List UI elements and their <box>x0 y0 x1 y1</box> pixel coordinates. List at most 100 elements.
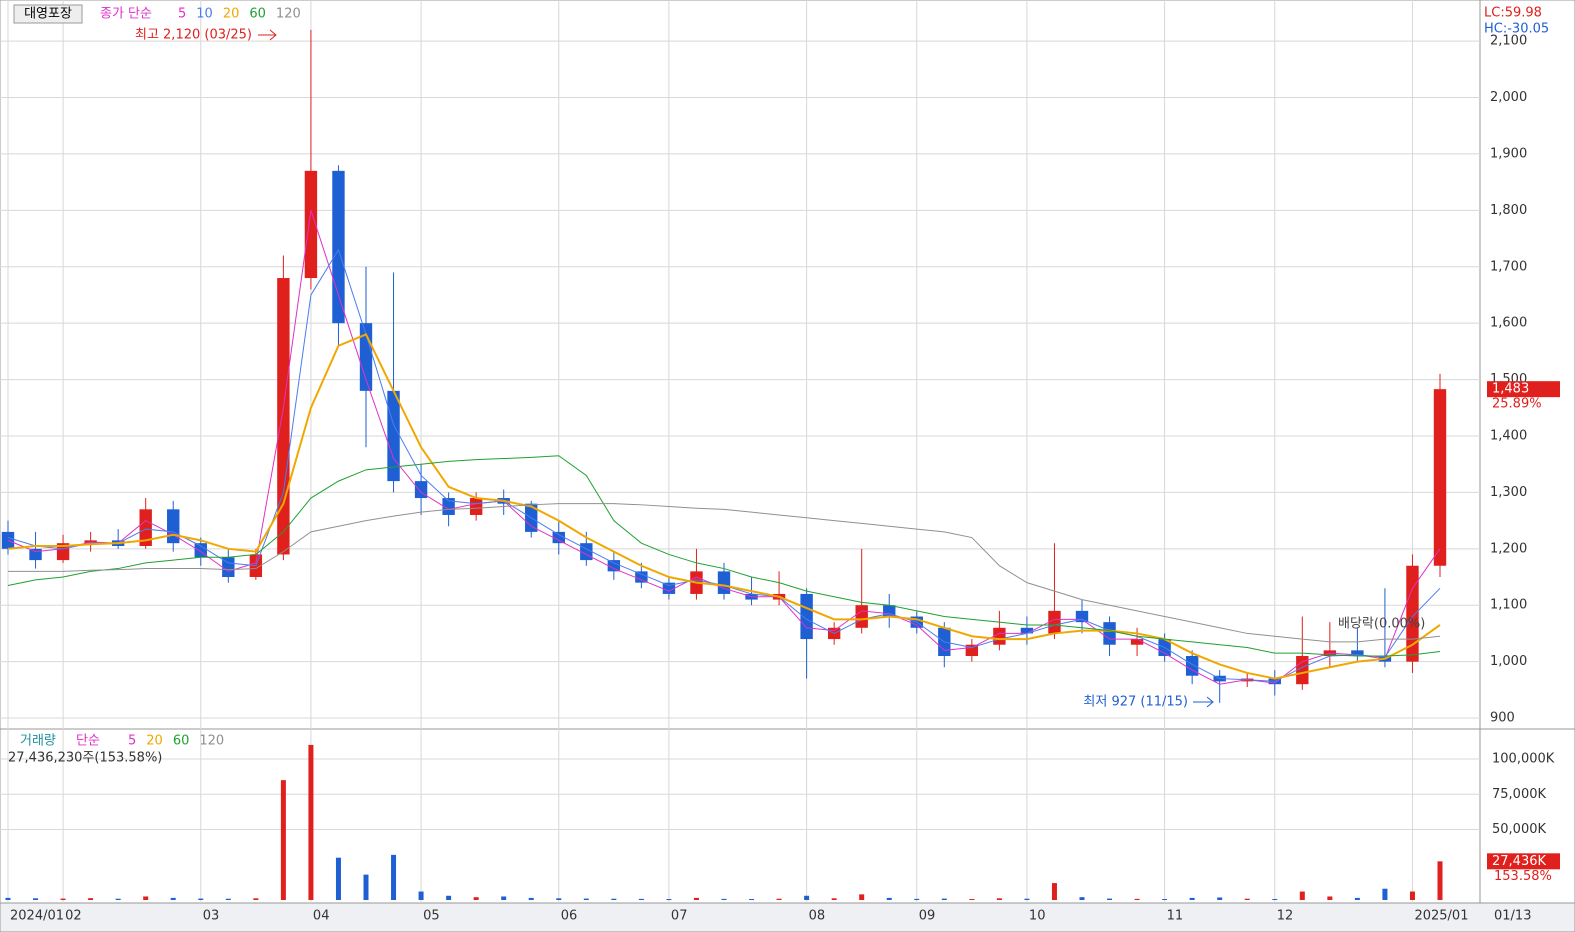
volume-bar <box>528 897 534 900</box>
candle-body <box>1296 655 1309 685</box>
x-tick-label: 12 <box>1277 909 1294 924</box>
volume-bar <box>831 898 837 900</box>
candle-body <box>717 571 731 594</box>
y-tick-label: 900 <box>1490 711 1515 726</box>
candle-body <box>442 498 455 515</box>
stock-name-box[interactable] <box>13 4 83 24</box>
volume-bar <box>886 897 892 900</box>
x-tick-label: 04 <box>313 909 330 924</box>
legend-entry: 10 <box>196 7 213 22</box>
volume-bar <box>1354 897 1360 900</box>
legend-entry: 5 <box>178 7 186 22</box>
low-annotation: 최저 927 (11/15) <box>1083 695 1188 710</box>
y-tick-label: 100,000K <box>1492 752 1555 767</box>
current-volume-box <box>1487 853 1560 870</box>
x-tick-label: 09 <box>919 909 936 924</box>
ma-line <box>7 333 1441 680</box>
x-tick-label: 02 <box>65 909 82 924</box>
volume-change: 153.58% <box>1494 869 1552 884</box>
volume-subtitle: 27,436,230주(153.58%) <box>8 751 162 766</box>
candle-body <box>855 605 868 628</box>
y-tick-label: 1,000 <box>1490 654 1527 669</box>
volume-bar <box>418 891 424 900</box>
y-tick-label: 1,600 <box>1490 316 1527 331</box>
candle-body <box>469 498 483 515</box>
current-price: 1,483 <box>1492 382 1529 397</box>
volume-title: 거래량 <box>20 734 56 749</box>
volume-bar <box>1244 898 1250 900</box>
volume-bar <box>115 898 121 900</box>
volume-bar <box>446 895 452 900</box>
dividend-annotation: 배당락(0.00%) <box>1338 617 1425 632</box>
candle-body <box>993 627 1006 645</box>
volume-bar <box>501 896 507 900</box>
volume-bar <box>749 899 755 900</box>
volume-bar <box>60 898 66 900</box>
volume-bar <box>335 857 341 900</box>
candle-body <box>167 509 180 544</box>
candle-body <box>1048 610 1061 634</box>
x-tick-label: 10 <box>1029 909 1046 924</box>
candle-body <box>1433 389 1447 566</box>
volume-bar <box>611 898 617 900</box>
x-tick-label: 07 <box>671 909 688 924</box>
y-tick-label: 2,000 <box>1490 90 1527 105</box>
volume-bar <box>693 897 699 900</box>
y-tick-label: 1,100 <box>1490 598 1527 613</box>
y-tick-label: 75,000K <box>1492 787 1546 802</box>
candle-body <box>1103 622 1116 645</box>
volume-bar <box>5 897 11 900</box>
x-tick-label: 05 <box>423 909 440 924</box>
volume-bar <box>1051 883 1057 900</box>
volume-bar <box>1437 861 1443 900</box>
volume-bar <box>1024 898 1030 900</box>
candle-body <box>1351 650 1364 656</box>
volume-bar <box>253 898 259 900</box>
volume-bar <box>473 897 479 900</box>
candle-body <box>635 571 648 583</box>
volume-bar <box>638 898 644 900</box>
y-tick-label: 1,200 <box>1490 541 1527 556</box>
low-arrow <box>1193 696 1214 708</box>
candle-body <box>1130 639 1144 645</box>
candle-body <box>1185 655 1199 676</box>
volume-bar <box>583 898 589 900</box>
ma-line <box>8 503 1441 643</box>
volume-bar <box>914 898 920 900</box>
volume-bar <box>996 898 1002 900</box>
volume-bar <box>1409 891 1415 900</box>
x-tick-label: 06 <box>561 909 578 924</box>
volume-bar <box>33 898 39 900</box>
volume-bar <box>88 898 94 900</box>
y-tick-label: 1,800 <box>1490 203 1527 218</box>
legend-entry: 5 <box>128 734 136 749</box>
candle-body <box>580 543 593 561</box>
volume-bar <box>1382 888 1388 900</box>
volume-bar <box>1189 897 1195 900</box>
candle-body <box>1406 565 1419 662</box>
candle-body <box>29 548 42 561</box>
legend-entry: 20 <box>223 7 240 22</box>
legend-entry: 120 <box>199 734 224 749</box>
volume-bar <box>391 854 397 900</box>
volume-bar <box>969 899 975 900</box>
legend-entry: 60 <box>249 7 266 22</box>
volume-bar <box>198 898 204 900</box>
volume-bar <box>859 894 865 900</box>
volume-bar <box>1134 898 1140 900</box>
candle-body <box>304 170 318 279</box>
stock-name[interactable]: 대영포장 <box>24 7 72 22</box>
current-price-box <box>1487 381 1560 398</box>
volume-bar <box>143 896 149 900</box>
candle-body <box>332 170 345 324</box>
candle-body <box>1020 627 1034 634</box>
volume-bar <box>804 895 810 900</box>
volume-bar <box>308 744 314 900</box>
volume-bar <box>941 898 947 900</box>
ma-line <box>7 455 1441 657</box>
volume-bar <box>1299 891 1305 900</box>
candle-body <box>662 582 676 594</box>
candle-body <box>1075 610 1089 623</box>
